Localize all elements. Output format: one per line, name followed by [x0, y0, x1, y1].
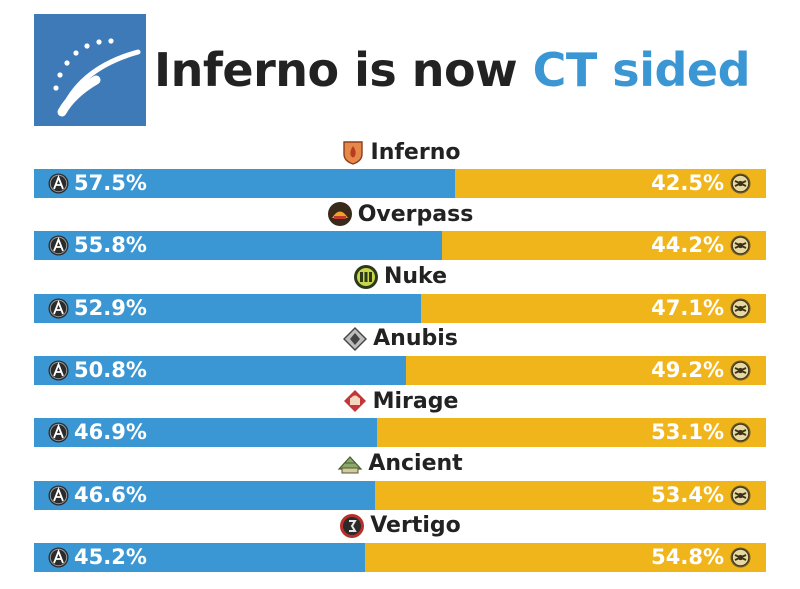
t-faction-icon — [730, 485, 751, 506]
map-name: Anubis — [373, 326, 458, 352]
ct-value-label: 50.8% — [74, 357, 147, 382]
map-name: Inferno — [370, 139, 461, 165]
bar-row-mirage: 46.9% 53.1% — [34, 418, 766, 448]
map-label-mirage: Mirage — [0, 387, 800, 415]
ct-value-label: 45.2% — [74, 544, 147, 569]
map-label-nuke: Nuke — [0, 263, 800, 291]
ct-value-label: 55.8% — [74, 233, 147, 258]
bar-row-overpass: 55.8% 44.2% — [34, 231, 766, 261]
bar-row-ancient: 46.6% 53.4% — [34, 480, 766, 510]
map-name: Mirage — [372, 388, 459, 414]
map-name: Vertigo — [370, 513, 461, 539]
map-label-vertigo: Vertigo — [0, 512, 800, 540]
ct-faction-icon — [48, 547, 69, 568]
ct-bar-mirage — [34, 418, 378, 448]
t-value-label: 54.8% — [651, 544, 724, 569]
t-value-label: 53.4% — [651, 482, 724, 507]
t-faction-icon — [730, 547, 751, 568]
bar-row-nuke: 52.9% 47.1% — [34, 293, 766, 323]
ct-bar-inferno — [34, 169, 455, 198]
ct-bar-ancient — [34, 480, 376, 510]
title-accent: CT sided — [532, 43, 751, 97]
chart-title: Inferno is now CT sided — [154, 40, 751, 100]
ct-faction-icon — [48, 298, 69, 319]
ancient-map-icon — [337, 451, 363, 477]
t-faction-icon — [730, 173, 751, 194]
t-value-label: 42.5% — [651, 171, 724, 195]
inferno-map-icon — [340, 139, 366, 165]
bar-row-vertigo: 45.2% 54.8% — [34, 542, 766, 572]
map-label-overpass: Overpass — [0, 200, 800, 228]
title-prefix: Inferno is now — [154, 43, 518, 97]
anubis-map-icon — [342, 326, 368, 352]
ct-faction-icon — [48, 173, 69, 194]
t-faction-icon — [730, 360, 751, 381]
ct-bar-overpass — [34, 231, 443, 261]
ct-value-label: 46.6% — [74, 482, 147, 507]
ct-faction-icon — [48, 422, 69, 443]
t-faction-icon — [730, 422, 751, 443]
map-label-ancient: Ancient — [0, 450, 800, 478]
ct-value-label: 52.9% — [74, 295, 147, 320]
map-name: Overpass — [357, 201, 474, 227]
ct-bar-vertigo — [34, 542, 365, 572]
map-name: Ancient — [368, 451, 463, 476]
mirage-map-icon — [342, 388, 368, 414]
ct-faction-icon — [48, 235, 69, 256]
ct-value-label: 57.5% — [74, 171, 147, 195]
map-label-inferno: Inferno — [0, 138, 800, 166]
t-value-label: 44.2% — [651, 233, 724, 258]
logo-icon — [34, 14, 146, 126]
ct-faction-icon — [48, 485, 69, 506]
t-value-label: 49.2% — [651, 357, 724, 382]
ct-bar-nuke — [34, 293, 422, 323]
t-value-label: 47.1% — [651, 295, 724, 320]
bar-row-anubis: 50.8% 49.2% — [34, 355, 766, 385]
map-name: Nuke — [383, 264, 448, 290]
bar-row-inferno: 57.5% 42.5% — [34, 169, 766, 198]
t-faction-icon — [730, 235, 751, 256]
t-value-label: 53.1% — [651, 420, 724, 445]
ct-faction-icon — [48, 360, 69, 381]
ct-value-label: 46.9% — [74, 420, 147, 445]
ct-bar-anubis — [34, 355, 406, 385]
vertigo-map-icon — [339, 513, 365, 539]
t-faction-icon — [730, 298, 751, 319]
nuke-map-icon — [353, 264, 379, 290]
map-label-anubis: Anubis — [0, 325, 800, 353]
overpass-map-icon — [327, 201, 353, 227]
